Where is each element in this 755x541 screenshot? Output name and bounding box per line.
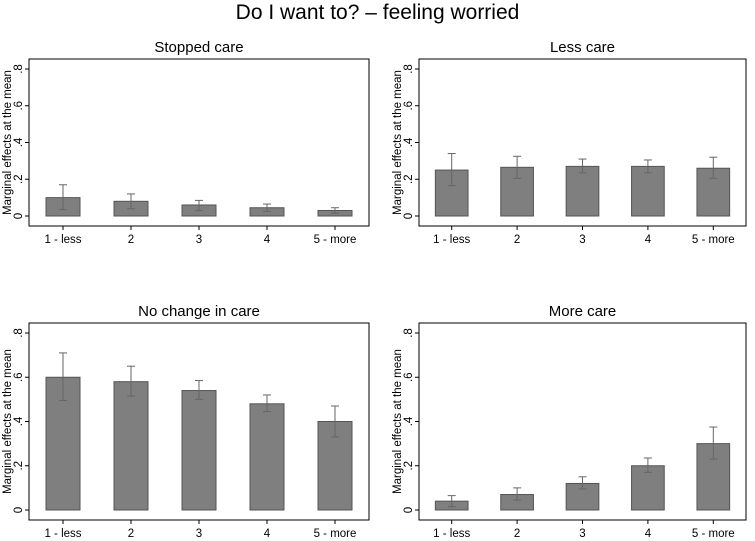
x-tick-label: 5 - more	[314, 528, 357, 540]
bar	[113, 381, 149, 511]
x-tick-label: 4	[645, 528, 652, 540]
bar	[565, 165, 600, 217]
y-axis-label: Marginal effects at the mean	[2, 349, 14, 494]
panel-title: Less care	[550, 39, 615, 56]
figure-title: Do I want to? – feeling worried	[235, 1, 520, 24]
y-tick-label: .2	[13, 461, 25, 471]
x-tick-label: 5 - more	[692, 528, 735, 540]
x-tick-label: 2	[128, 234, 134, 246]
y-tick-label: 0	[403, 213, 415, 219]
y-tick-label: .6	[403, 372, 415, 382]
bar	[45, 376, 81, 511]
y-axis-label: Marginal effects at the mean	[392, 349, 404, 494]
y-tick-label: .4	[403, 416, 415, 426]
x-tick-label: 3	[196, 234, 202, 246]
y-axis-label: Marginal effects at the mean	[392, 70, 404, 215]
x-tick-label: 1 - less	[433, 528, 470, 540]
y-tick-label: .8	[403, 64, 415, 74]
x-tick-label: 5 - more	[314, 234, 357, 246]
bar	[181, 390, 217, 511]
x-tick-label: 3	[579, 234, 585, 246]
y-tick-label: 0	[13, 507, 25, 513]
x-tick-label: 2	[514, 528, 520, 540]
x-tick-label: 2	[514, 234, 520, 246]
y-tick-label: .2	[13, 174, 25, 184]
bar	[631, 165, 665, 217]
x-tick-label: 1 - less	[44, 528, 81, 540]
y-tick-label: .8	[13, 328, 25, 338]
x-tick-label: 3	[196, 528, 202, 540]
plot-frame	[28, 58, 370, 227]
chart-panel-1: Stopped care Marginal effects at the mean…	[2, 39, 370, 246]
x-tick-label: 5 - more	[692, 234, 735, 246]
y-axis-label: Marginal effects at the mean	[2, 70, 14, 215]
x-tick-label: 1 - less	[44, 234, 81, 246]
y-tick-label: .2	[403, 461, 415, 471]
y-tick-label: 0	[403, 507, 415, 513]
x-tick-label: 2	[128, 528, 134, 540]
y-tick-label: .6	[13, 372, 25, 382]
y-tick-label: .2	[403, 174, 415, 184]
y-tick-label: .4	[13, 137, 25, 147]
y-tick-label: .8	[403, 328, 415, 338]
panel-title: More care	[549, 303, 617, 320]
y-tick-label: .8	[13, 64, 25, 74]
chart-panel-4: More care Marginal effects at the mean 0 .2…	[392, 303, 747, 540]
chart-panel-3: No change in care Marginal effects at the…	[2, 303, 370, 540]
y-tick-label: .6	[403, 101, 415, 111]
x-tick-label: 4	[264, 234, 271, 246]
x-tick-label: 4	[645, 234, 652, 246]
y-tick-label: .6	[13, 101, 25, 111]
panel-title: Stopped care	[154, 39, 243, 56]
x-tick-label: 3	[579, 528, 585, 540]
bar	[249, 403, 285, 511]
y-tick-label: 0	[13, 213, 25, 219]
x-tick-label: 1 - less	[433, 234, 470, 246]
x-tick-label: 4	[264, 528, 271, 540]
panel-title: No change in care	[138, 303, 260, 320]
y-tick-label: .4	[403, 137, 415, 147]
y-tick-label: .4	[13, 416, 25, 426]
